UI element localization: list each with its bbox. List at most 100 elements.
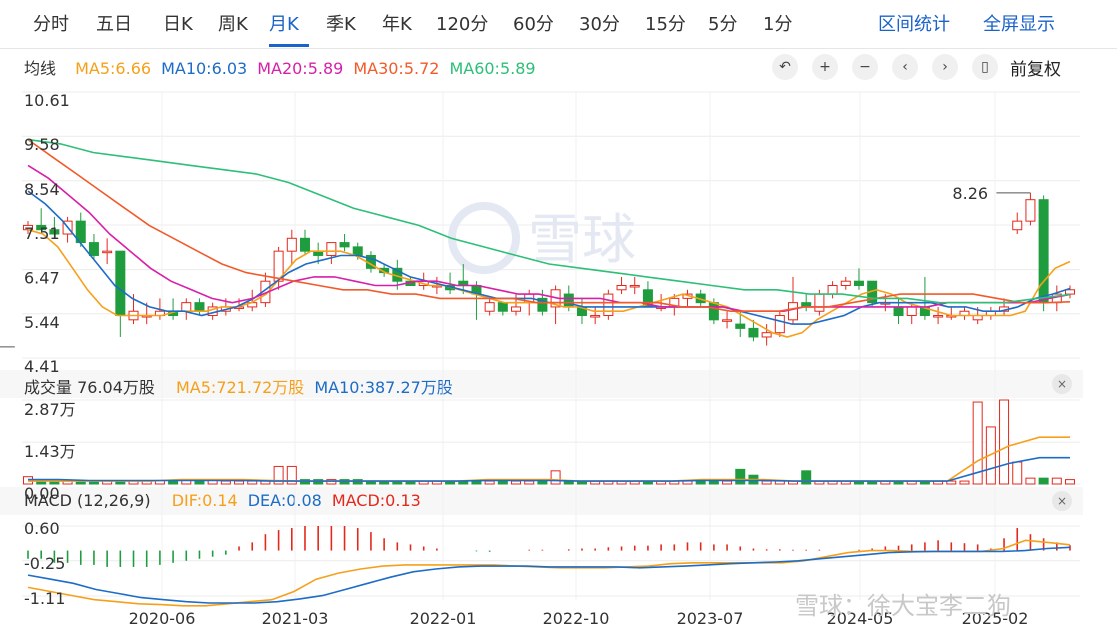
volume-bar [642,480,653,485]
volume-bar [722,480,733,485]
candle-body [339,242,350,248]
volume-legend: 成交量 76.04万股 MA5:721.72万股 MA10:387.27万股 [24,374,463,398]
candle-body [168,310,179,317]
volume-bar [497,480,508,485]
volume-legend-band [0,370,1083,398]
next-icon[interactable]: › [932,54,958,80]
candle-body [115,250,126,317]
candle-body [484,302,495,312]
macd-y-tick: -1.11 [24,589,65,608]
dif-line [27,539,1071,607]
volume-bar [959,480,970,485]
tab-6[interactable]: 年K [382,14,412,35]
prev-icon[interactable]: ‹ [892,54,918,80]
ma-legend-item-2: MA20:5.89 [257,59,344,78]
volume-bar [906,480,917,485]
candle-body [603,293,614,317]
ma-legend-label: 均线 [24,59,57,78]
volume-bar [801,470,812,485]
candle-body [326,242,337,256]
candle-body [616,284,627,291]
macd-legend: MACD (12,26,9) DIF:0.14 DEA:0.08 MACD:0.13 [24,491,431,510]
candle-body [550,289,561,308]
tab-8[interactable]: 60分 [513,14,554,35]
watermark: 雪球 [448,202,636,274]
tab-1[interactable]: 五日 [96,14,132,35]
candle-body [788,302,799,321]
candle-body [365,254,376,269]
x-tick-label: 2025-02 [962,609,1029,628]
tab-9[interactable]: 30分 [579,14,620,35]
volume-bar [695,480,706,485]
tab-7[interactable]: 120分 [436,14,489,35]
price-y-tick: 10.61 [24,91,70,110]
tab-3[interactable]: 周K [218,14,248,35]
volume-bar [682,480,693,485]
close-macd-icon[interactable]: × [1052,491,1072,511]
fuquan-selector[interactable]: 前复权 [1010,60,1061,80]
volume-bar [669,480,680,485]
volume-bar [23,476,33,485]
candle-body [23,224,33,231]
volume-bar [867,480,878,485]
volume-bar [75,480,86,485]
x-tick-label: 2020-06 [129,609,196,628]
candle-body [537,297,548,312]
volume-bar [946,480,957,485]
candle-body [656,306,667,309]
candle-body [445,284,456,291]
candle-body [906,306,917,317]
candle-body [418,280,429,286]
zoom-out-icon[interactable]: − [852,54,878,80]
candle-body [748,327,759,338]
tab-0[interactable]: 分时 [33,14,69,35]
volume-bar [352,479,363,485]
candle-body [919,306,930,317]
zoom-in-icon[interactable]: + [812,54,838,80]
volume-bar [365,480,376,485]
volume-bar [985,426,996,485]
candle-body [999,306,1010,312]
tab-2[interactable]: 日K [163,14,193,35]
tab-5[interactable]: 季K [326,14,356,35]
volume-bar [220,480,231,485]
macd-y-tick: 0.60 [24,519,60,538]
candle-body [629,284,640,288]
volume-bar [814,480,825,485]
tab-11[interactable]: 5分 [708,14,738,35]
volume-bar [62,480,73,485]
candle-body [313,250,324,256]
volume-bar [537,480,548,485]
volume-bar [154,479,165,485]
volume-bar [999,399,1010,485]
candle-body [774,315,785,334]
candle-body [1051,293,1062,304]
candle-body [75,220,86,244]
fullscreen-button[interactable]: 全屏显示 [983,14,1055,35]
candle-body [392,267,403,282]
volume-bar [471,480,482,485]
tab-10[interactable]: 15分 [645,14,686,35]
ma-legend-item-1: MA10:6.03 [161,59,248,78]
candle-body [1012,220,1023,231]
undo-icon[interactable]: ↶ [772,54,798,80]
tab-4[interactable]: 月K [269,14,299,35]
volume-bar [339,479,350,485]
tab-12[interactable]: 1分 [763,14,793,35]
candle-body [814,293,825,312]
volume-bar [1038,477,1049,485]
candle-body [524,293,535,304]
interval-stats-button[interactable]: 区间统计 [878,14,950,35]
candle-icon[interactable]: ▯ [972,54,998,80]
candle-body [722,319,733,322]
volume-bar [735,468,746,485]
period-tab-bar: 分时 五日 日K 周K 月K 季K 年K 120分 60分 30分 15分 5分 1分 区间统计 全屏显… [0,0,1117,49]
volume-bar [616,480,627,485]
candle-body [972,315,983,321]
candle-body [36,224,47,231]
volume-bar [1012,461,1023,485]
close-volume-icon[interactable]: × [1052,374,1072,394]
x-tick-label: 2022-01 [410,609,477,628]
volume-bar [445,480,456,485]
